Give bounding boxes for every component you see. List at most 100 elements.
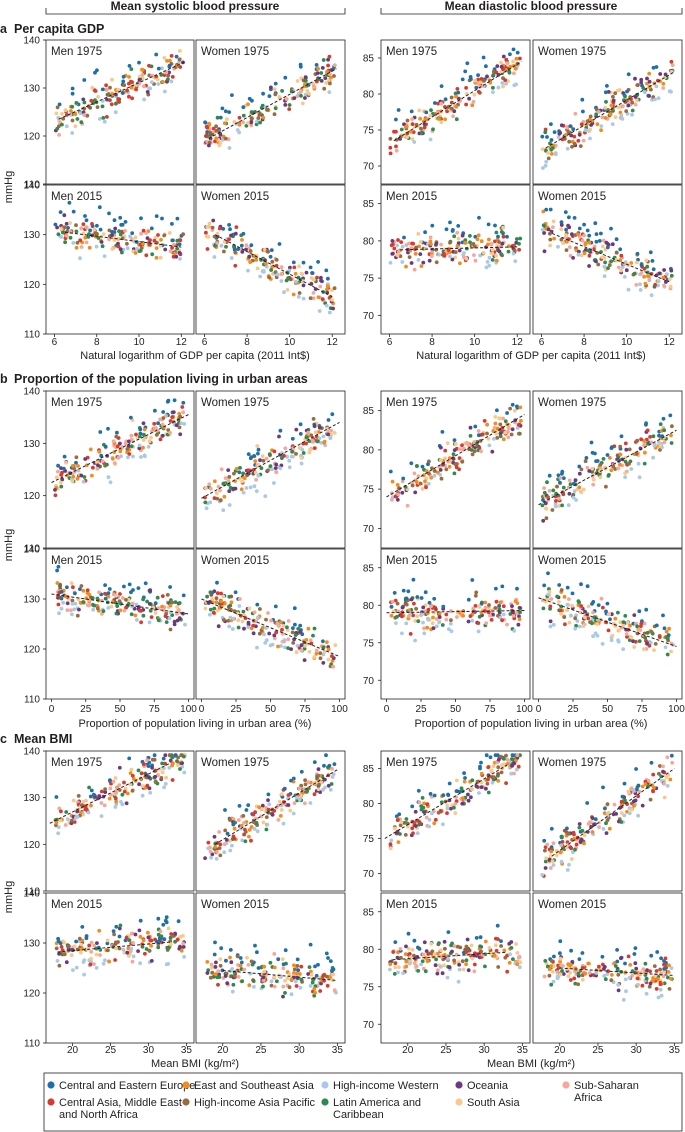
data-point [293,979,298,984]
data-point [388,842,393,847]
x-tick-label: 25 [440,1045,452,1056]
x-tick-label: 25 [592,1045,604,1056]
data-point [504,781,508,785]
data-point [299,648,304,653]
data-point [163,761,168,766]
data-point [514,942,518,946]
data-point [226,468,231,472]
data-point [74,101,79,105]
data-point [601,244,605,249]
data-point [75,476,80,481]
data-point [279,265,284,270]
data-point [294,984,299,988]
data-point [77,607,81,612]
data-point [81,600,86,604]
data-point [417,822,421,827]
data-point [113,110,118,115]
data-point [416,232,421,236]
data-point [658,987,663,992]
data-point [219,467,224,472]
data-point [81,799,86,804]
data-point [400,631,404,636]
data-point [472,253,476,257]
data-point [403,952,408,956]
data-point [494,258,499,263]
legend-item: East and Southeast Asia [182,1080,315,1092]
x-axis-label-diastolic-b: Proportion of population living in urban… [415,718,648,730]
data-point [495,64,500,68]
data-point [662,626,667,631]
data-point [516,622,521,627]
data-point [627,811,632,816]
data-point [251,820,256,824]
data-point [623,614,628,618]
x-tick-label: 20 [554,1045,566,1056]
data-point [470,452,475,457]
data-point [326,276,330,281]
data-point [493,753,498,758]
data-point [421,620,425,625]
data-point [438,468,443,472]
data-point [463,776,467,780]
data-point [645,630,650,635]
legend-item: Oceania [455,1080,509,1092]
data-point [605,818,610,823]
trend-line [201,421,340,499]
data-point [88,794,93,799]
data-point [418,116,422,121]
data-point [412,601,416,606]
data-point [65,608,70,612]
data-point [607,263,612,267]
data-point [393,598,398,603]
data-point [623,977,628,982]
data-point [419,804,424,808]
data-point [238,963,243,968]
data-point [223,476,228,480]
data-point [447,464,452,469]
data-point [477,604,482,608]
data-point [124,605,129,610]
data-point [542,231,546,235]
data-point [144,231,149,235]
data-point [554,853,559,858]
data-point [294,452,298,456]
data-point [657,771,661,776]
trend-line [214,234,333,298]
data-point [453,250,458,255]
data-point [391,242,395,247]
data-point [298,985,303,990]
data-point [205,224,210,229]
data-point [408,129,413,134]
data-point [401,588,406,593]
data-point [227,146,232,150]
data-point [417,108,422,113]
data-point [95,105,100,109]
data-point [158,417,163,422]
data-point [495,426,500,431]
data-point [328,975,332,980]
data-point [281,821,286,826]
data-point [127,756,132,761]
data-point [577,957,582,961]
data-point [229,960,234,965]
trend-line [551,232,670,283]
data-point [162,233,167,238]
data-point [609,468,614,473]
panel-frame [45,39,195,185]
data-point [111,439,116,444]
data-point [468,425,473,430]
data-point [69,608,73,613]
data-point [233,263,238,268]
data-point [222,121,227,126]
data-point [452,448,457,452]
data-point [589,825,593,829]
data-point [559,123,564,128]
data-point [149,615,154,619]
data-point [316,962,320,967]
data-point [547,489,552,493]
data-point [559,963,564,967]
data-point [556,473,561,478]
data-point [169,932,174,936]
data-point [599,596,604,601]
